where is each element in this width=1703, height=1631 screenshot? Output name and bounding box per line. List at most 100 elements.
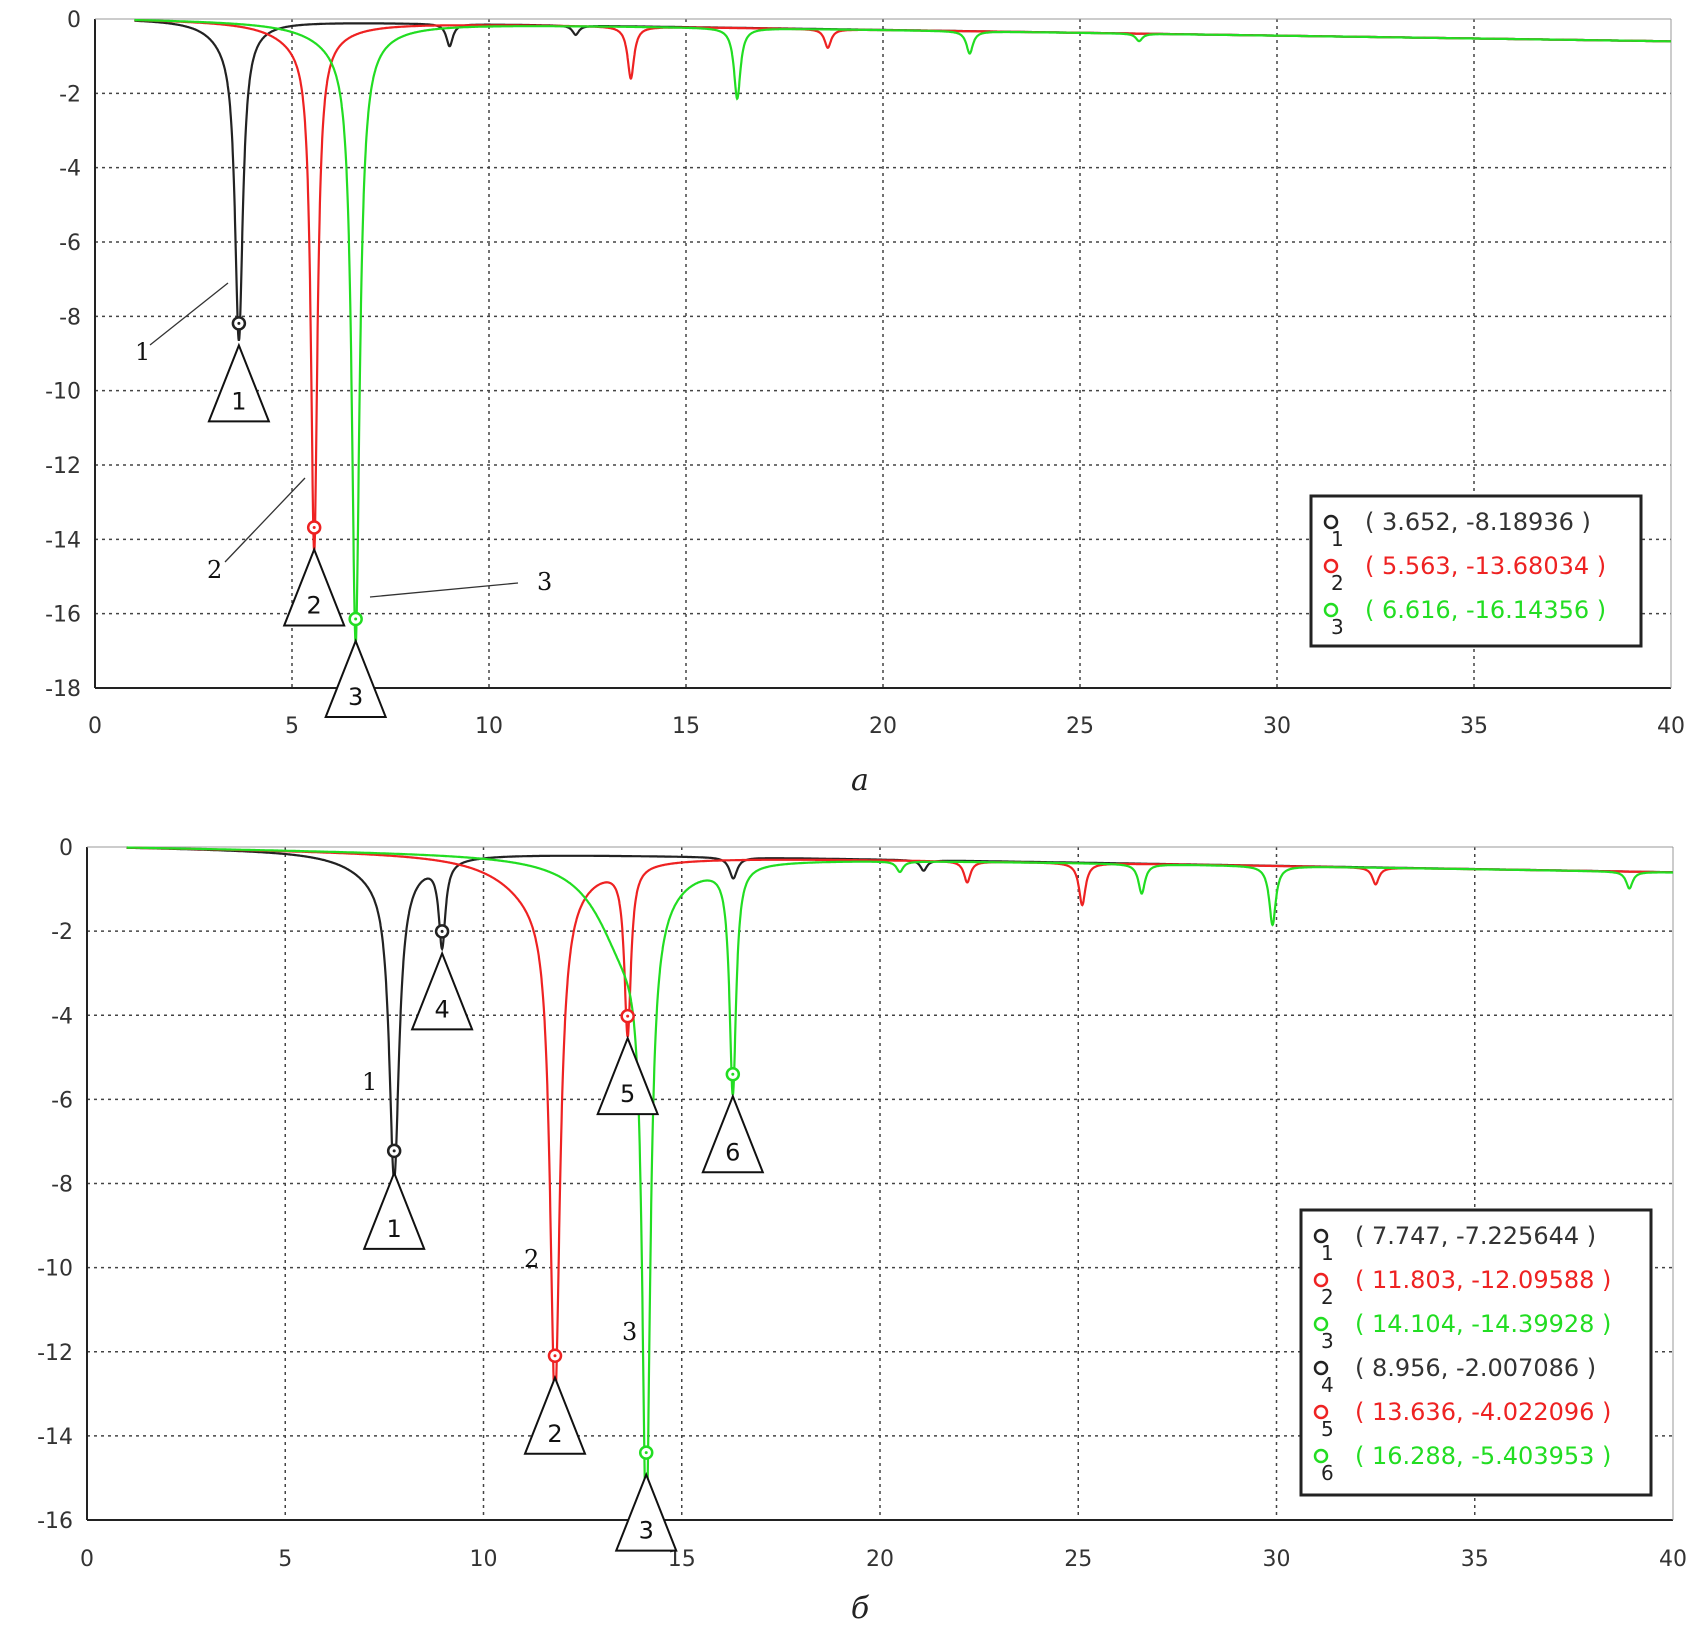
y-tick-label: -2 xyxy=(51,920,73,945)
legend-marker-number: 4 xyxy=(1321,1373,1334,1397)
series-line-3 xyxy=(134,18,1671,644)
y-tick-label: -10 xyxy=(37,1257,73,1282)
x-tick-label: 35 xyxy=(1461,1547,1489,1572)
legend-entry-2: ( 11.803, -12.09588 ) xyxy=(1355,1266,1611,1294)
marker-triangle-label: 4 xyxy=(434,995,449,1023)
y-tick-label: -18 xyxy=(45,677,81,702)
annotation-label-2: 2 xyxy=(207,556,222,584)
marker-triangle-label: 5 xyxy=(620,1080,635,1108)
x-tick-label: 25 xyxy=(1066,714,1094,739)
legend-marker-number: 6 xyxy=(1321,1461,1334,1485)
legend-entry-1: ( 3.652, -8.18936 ) xyxy=(1365,508,1591,536)
marker-triangle-6 xyxy=(701,1093,765,1174)
y-tick-label: 0 xyxy=(59,836,73,861)
y-tick-label: -12 xyxy=(45,454,81,479)
x-tick-label: 0 xyxy=(88,714,102,739)
legend-marker-icon xyxy=(1323,514,1339,530)
y-tick-label: -16 xyxy=(37,1509,73,1534)
legend-entry-3: ( 6.616, -16.14356 ) xyxy=(1365,596,1606,624)
x-tick-label: 10 xyxy=(475,714,503,739)
marker-triangle-4 xyxy=(410,950,474,1031)
y-tick-label: -4 xyxy=(59,157,81,182)
legend-marker-icon xyxy=(1323,558,1339,574)
legend-marker-icon xyxy=(1313,1272,1329,1288)
marker-triangle-label: 2 xyxy=(307,591,322,619)
legend-marker-number: 1 xyxy=(1321,1241,1334,1265)
legend-entry-1: ( 7.747, -7.225644 ) xyxy=(1355,1222,1596,1250)
legend-marker-icon xyxy=(1313,1448,1329,1464)
marker-dot xyxy=(644,1451,648,1455)
legend-box xyxy=(1299,1208,1653,1497)
legend-entry-5: ( 13.636, -4.022096 ) xyxy=(1355,1398,1611,1426)
annotation-label-3: 3 xyxy=(622,1318,637,1346)
annotation-label-1: 1 xyxy=(135,338,150,366)
y-tick-label: -10 xyxy=(45,380,81,405)
x-tick-label: 20 xyxy=(866,1547,894,1572)
marker-triangle-2 xyxy=(523,1375,587,1455)
marker-triangle-label: 3 xyxy=(639,1517,654,1545)
x-tick-label: 15 xyxy=(672,714,700,739)
y-tick-label: -16 xyxy=(45,603,81,628)
y-tick-label: -12 xyxy=(37,1341,73,1366)
y-tick-label: -6 xyxy=(59,231,81,256)
marker-dot xyxy=(553,1354,557,1358)
marker-dot xyxy=(312,525,316,529)
annotation-label-3: 3 xyxy=(537,568,552,596)
x-tick-label: 30 xyxy=(1263,1547,1291,1572)
legend-marker-icon xyxy=(1313,1404,1329,1420)
x-tick-label: 20 xyxy=(869,714,897,739)
y-tick-label: 0 xyxy=(67,8,81,33)
marker-triangle-label: 1 xyxy=(231,387,246,415)
series-line-1 xyxy=(126,846,1673,1184)
marker-triangle-label: 1 xyxy=(387,1215,402,1243)
marker-dot xyxy=(440,929,444,933)
marker-dot xyxy=(237,321,241,325)
annotation-leader-line xyxy=(224,477,306,563)
legend-marker-number: 2 xyxy=(1331,571,1344,595)
x-tick-label: 25 xyxy=(1064,1547,1092,1572)
x-tick-label: 30 xyxy=(1263,714,1291,739)
x-tick-label: 40 xyxy=(1659,1547,1687,1572)
annotation-leader-line xyxy=(149,282,229,346)
x-tick-label: 40 xyxy=(1657,714,1685,739)
legend-entry-4: ( 8.956, -2.007086 ) xyxy=(1355,1354,1596,1382)
y-tick-label: -8 xyxy=(59,305,81,330)
figure-caption: б xyxy=(851,1591,870,1626)
annotation-leader-line xyxy=(369,582,519,598)
legend-marker-number: 1 xyxy=(1331,527,1344,551)
y-tick-label: -14 xyxy=(45,528,81,553)
marker-triangle-1 xyxy=(362,1170,426,1250)
marker-triangle-1 xyxy=(207,342,271,423)
x-tick-label: 5 xyxy=(278,1547,292,1572)
x-tick-label: 35 xyxy=(1460,714,1488,739)
legend-marker-icon xyxy=(1313,1228,1329,1244)
y-tick-label: -14 xyxy=(37,1425,73,1450)
x-tick-label: 0 xyxy=(80,1547,94,1572)
legend-entry-6: ( 16.288, -5.403953 ) xyxy=(1355,1442,1611,1470)
legend-box xyxy=(1309,494,1643,648)
marker-triangle-5 xyxy=(596,1035,660,1116)
marker-legend: 1 ( 3.652, -8.18936 ) 2 ( 5.563, -13.68034 … xyxy=(1309,494,1643,648)
y-tick-label: -4 xyxy=(51,1004,73,1029)
series-line-2 xyxy=(134,19,1671,552)
x-tick-label: 10 xyxy=(470,1547,498,1572)
chart-1: 0 5 10 15 20 25 30 35 40 0 -2 -4 -6 -8 -10 -12 -14 -16 -18… xyxy=(45,8,1685,798)
marker-triangle-label: 2 xyxy=(547,1420,562,1448)
annotation-label-1: 1 xyxy=(362,1068,377,1096)
x-tick-label: 5 xyxy=(285,714,299,739)
marker-dot xyxy=(354,617,358,621)
marker-triangle-label: 3 xyxy=(348,683,363,711)
legend-marker-icon xyxy=(1313,1316,1329,1332)
y-tick-label: -6 xyxy=(51,1088,73,1113)
chart-2: 0 5 10 15 20 25 30 35 400-2-4-6-8-10-12-14-16123… xyxy=(37,836,1687,1626)
legend-entry-3: ( 14.104, -14.39928 ) xyxy=(1355,1310,1611,1338)
y-tick-label: -2 xyxy=(59,82,81,107)
legend-marker-icon xyxy=(1313,1360,1329,1376)
legend-entry-2: ( 5.563, -13.68034 ) xyxy=(1365,552,1606,580)
marker-triangle-3 xyxy=(324,638,388,719)
legend-marker-number: 5 xyxy=(1321,1417,1334,1441)
marker-dot xyxy=(731,1072,735,1076)
marker-triangle-2 xyxy=(282,546,346,627)
legend-marker-number: 2 xyxy=(1321,1285,1334,1309)
